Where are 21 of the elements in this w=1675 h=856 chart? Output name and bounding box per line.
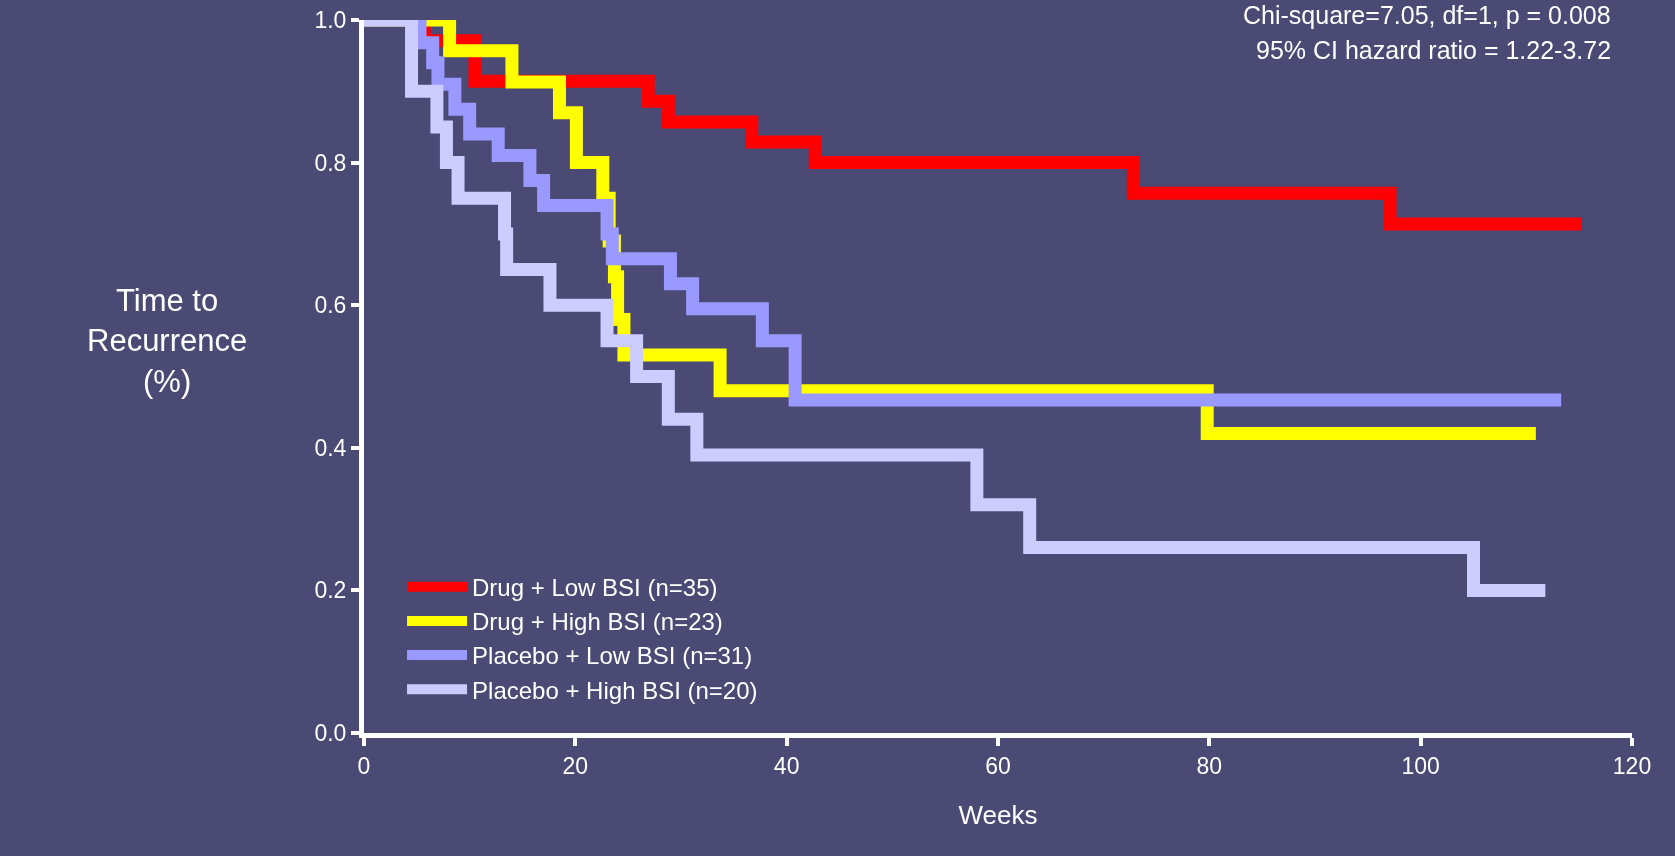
y-tick-label: 0.2 bbox=[314, 577, 347, 604]
annotation: Chi-square=7.05, df=1, p = 0.008 bbox=[1243, 1, 1611, 29]
y-tick-label: 0.6 bbox=[314, 292, 347, 319]
y-tick-label: 0.8 bbox=[314, 149, 347, 176]
legend-label: Placebo + Low BSI (n=31) bbox=[472, 642, 753, 670]
x-tick-label: 120 bbox=[1612, 752, 1652, 779]
annotation: 95% CI hazard ratio = 1.22-3.72 bbox=[1256, 36, 1612, 64]
y-axis-title: Time to Recurrence (%) bbox=[87, 283, 248, 399]
x-tick-label: 20 bbox=[562, 752, 589, 779]
x-tick-label: 40 bbox=[773, 752, 800, 779]
y-tick-label: 0.4 bbox=[314, 434, 347, 461]
y-tick-label: 0.0 bbox=[314, 720, 347, 747]
x-tick-label: 0 bbox=[357, 752, 371, 779]
x-tick-label: 80 bbox=[1196, 752, 1223, 779]
y-tick-label: 1.0 bbox=[314, 7, 347, 34]
legend-label: Drug + Low BSI (n=35) bbox=[472, 574, 718, 602]
x-axis-title: Weeks bbox=[958, 800, 1038, 831]
legend-label: Placebo + High BSI (n=20) bbox=[472, 676, 758, 704]
legend-label: Drug + High BSI (n=23) bbox=[472, 608, 723, 636]
x-tick-label: 100 bbox=[1401, 752, 1440, 779]
x-tick-label: 60 bbox=[985, 752, 1011, 779]
